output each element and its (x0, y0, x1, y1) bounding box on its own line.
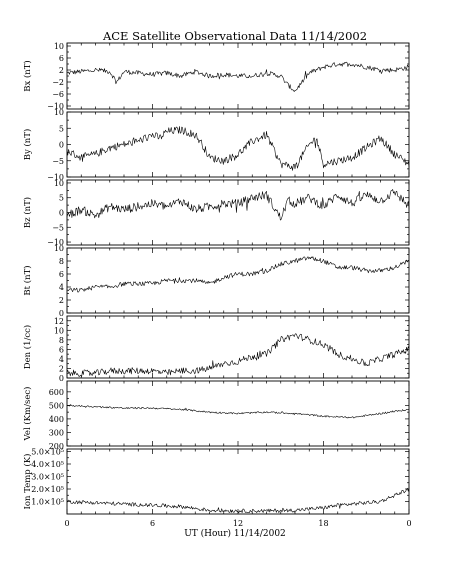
panel-frame (66, 315, 410, 379)
y-tick-label: 2.0×10⁵ (31, 485, 64, 494)
series-line-den (66, 333, 410, 377)
y-tick-label: 5 (59, 194, 64, 203)
panel-bz: −10 −5 0 5 10 Bz (nT) (22, 179, 410, 247)
y-axis-label: Den (1/cc) (22, 325, 33, 369)
y-tick-label: 10 (54, 326, 64, 335)
y-axis-label: Ion Temp (K) (22, 454, 33, 510)
chart-title: ACE Satellite Observational Data 11/14/2… (102, 29, 367, 43)
y-tick-label: 10 (54, 108, 64, 117)
y-tick-label: 0 (59, 309, 64, 318)
series-line-vel (66, 404, 410, 419)
y-tick-label: 8 (59, 257, 64, 266)
panel-frame (66, 179, 410, 246)
y-tick-label: 4 (59, 355, 64, 364)
y-tick-label: 6 (59, 345, 64, 354)
series-line-by (66, 126, 410, 171)
panels-group: −10 −6 −2 2 6 10 Bx (nT) −10 −5 0 5 10 By (nT) −10 −5 0… (22, 42, 412, 528)
y-tick-label: −5 (52, 157, 64, 166)
panel-bt: 0 2 4 6 8 10 Bt (nT) (22, 244, 410, 318)
y-tick-label: 10 (54, 244, 64, 253)
y-axis-label: Bz (nT) (22, 197, 33, 228)
y-tick-label: 10 (54, 42, 64, 51)
y-tick-label: 5 (59, 124, 64, 133)
panel-vel: 200 300 400 500 600 Vel (Km/sec) (22, 380, 410, 451)
x-tick-label: 0 (406, 519, 411, 528)
series-line-bz (66, 189, 410, 221)
y-tick-label: 600 (49, 388, 64, 397)
panel-frame (66, 247, 410, 314)
panel-frame (66, 448, 410, 515)
y-axis-label: Bx (nT) (22, 60, 33, 92)
y-tick-label: −10 (47, 173, 64, 182)
panel-by: −10 −5 0 5 10 By (nT) (22, 108, 410, 182)
y-tick-label: 8 (59, 336, 64, 345)
y-axis-label: By (nT) (22, 129, 33, 161)
y-tick-label: −10 (47, 102, 64, 111)
series-line-bx (67, 61, 410, 92)
x-tick-label: 12 (233, 519, 243, 528)
y-tick-label: 5.0×10⁵ (31, 448, 64, 457)
y-axis-label: Vel (Km/sec) (22, 387, 33, 442)
panel-frame (66, 111, 410, 178)
y-tick-label: 500 (49, 401, 64, 410)
panel-frame (66, 42, 410, 110)
y-tick-label: 12 (54, 317, 64, 326)
x-axis-label: UT (Hour) 11/14/2002 (184, 528, 286, 539)
x-tick-label: 6 (150, 519, 155, 528)
y-tick-label: 6 (59, 54, 64, 63)
y-tick-label: 4.0×10⁵ (31, 460, 64, 469)
y-tick-label: −6 (52, 90, 64, 99)
y-tick-label: 0 (59, 374, 64, 383)
y-tick-label: 400 (49, 415, 64, 424)
y-tick-label: −10 (47, 238, 64, 247)
y-tick-label: 3.0×10⁵ (31, 473, 64, 482)
y-tick-label: 10 (54, 179, 64, 188)
x-tick-label: 0 (64, 519, 69, 528)
panel-bx: −10 −6 −2 2 6 10 Bx (nT) (22, 42, 410, 111)
y-tick-label: 2 (59, 296, 64, 305)
y-tick-label: 2 (59, 364, 64, 373)
y-tick-label: 200 (49, 442, 64, 451)
y-tick-label: 2 (59, 66, 64, 75)
series-line-bt (66, 256, 410, 293)
y-tick-label: 300 (49, 428, 64, 437)
y-tick-label: 0 (59, 141, 64, 150)
y-tick-label: 1.0×10⁵ (31, 498, 64, 507)
y-tick-label: −5 (52, 223, 64, 232)
x-tick-label: 18 (318, 519, 328, 528)
y-tick-label: 0 (59, 209, 64, 218)
y-axis-label: Bt (nT) (22, 265, 33, 295)
y-tick-label: −2 (52, 78, 64, 87)
series-line-temp (66, 487, 410, 514)
y-tick-label: 6 (59, 270, 64, 279)
y-tick-label: 4 (59, 283, 64, 292)
